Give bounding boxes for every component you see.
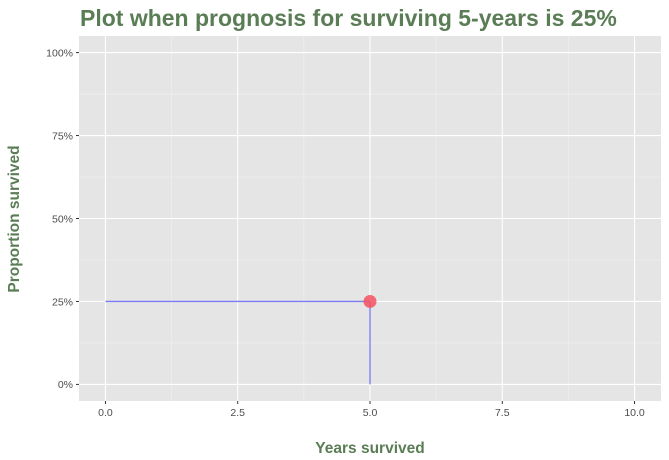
x-axis-title: Years survived <box>315 440 424 457</box>
x-tick-label: 0.0 <box>98 407 113 419</box>
chart-title: Plot when prognosis for surviving 5-year… <box>80 5 617 31</box>
y-tick-label: 0% <box>58 379 73 391</box>
data-point <box>363 294 377 308</box>
x-tick-label: 10.0 <box>624 407 645 419</box>
y-axis-title: Proportion survived <box>6 145 23 292</box>
y-tick-label: 75% <box>52 130 73 142</box>
x-axis-ticks: 0.0 2.5 5.0 7.5 10.0 <box>98 401 645 419</box>
series-layer <box>105 294 377 385</box>
x-tick-label: 5.0 <box>363 407 378 419</box>
x-tick-label: 2.5 <box>230 407 245 419</box>
x-tick-label: 7.5 <box>495 407 510 419</box>
y-tick-label: 50% <box>52 213 73 225</box>
y-tick-label: 100% <box>46 47 73 59</box>
y-axis-ticks: 0% 25% 50% 75% 100% <box>46 47 79 391</box>
y-tick-label: 25% <box>52 296 73 308</box>
